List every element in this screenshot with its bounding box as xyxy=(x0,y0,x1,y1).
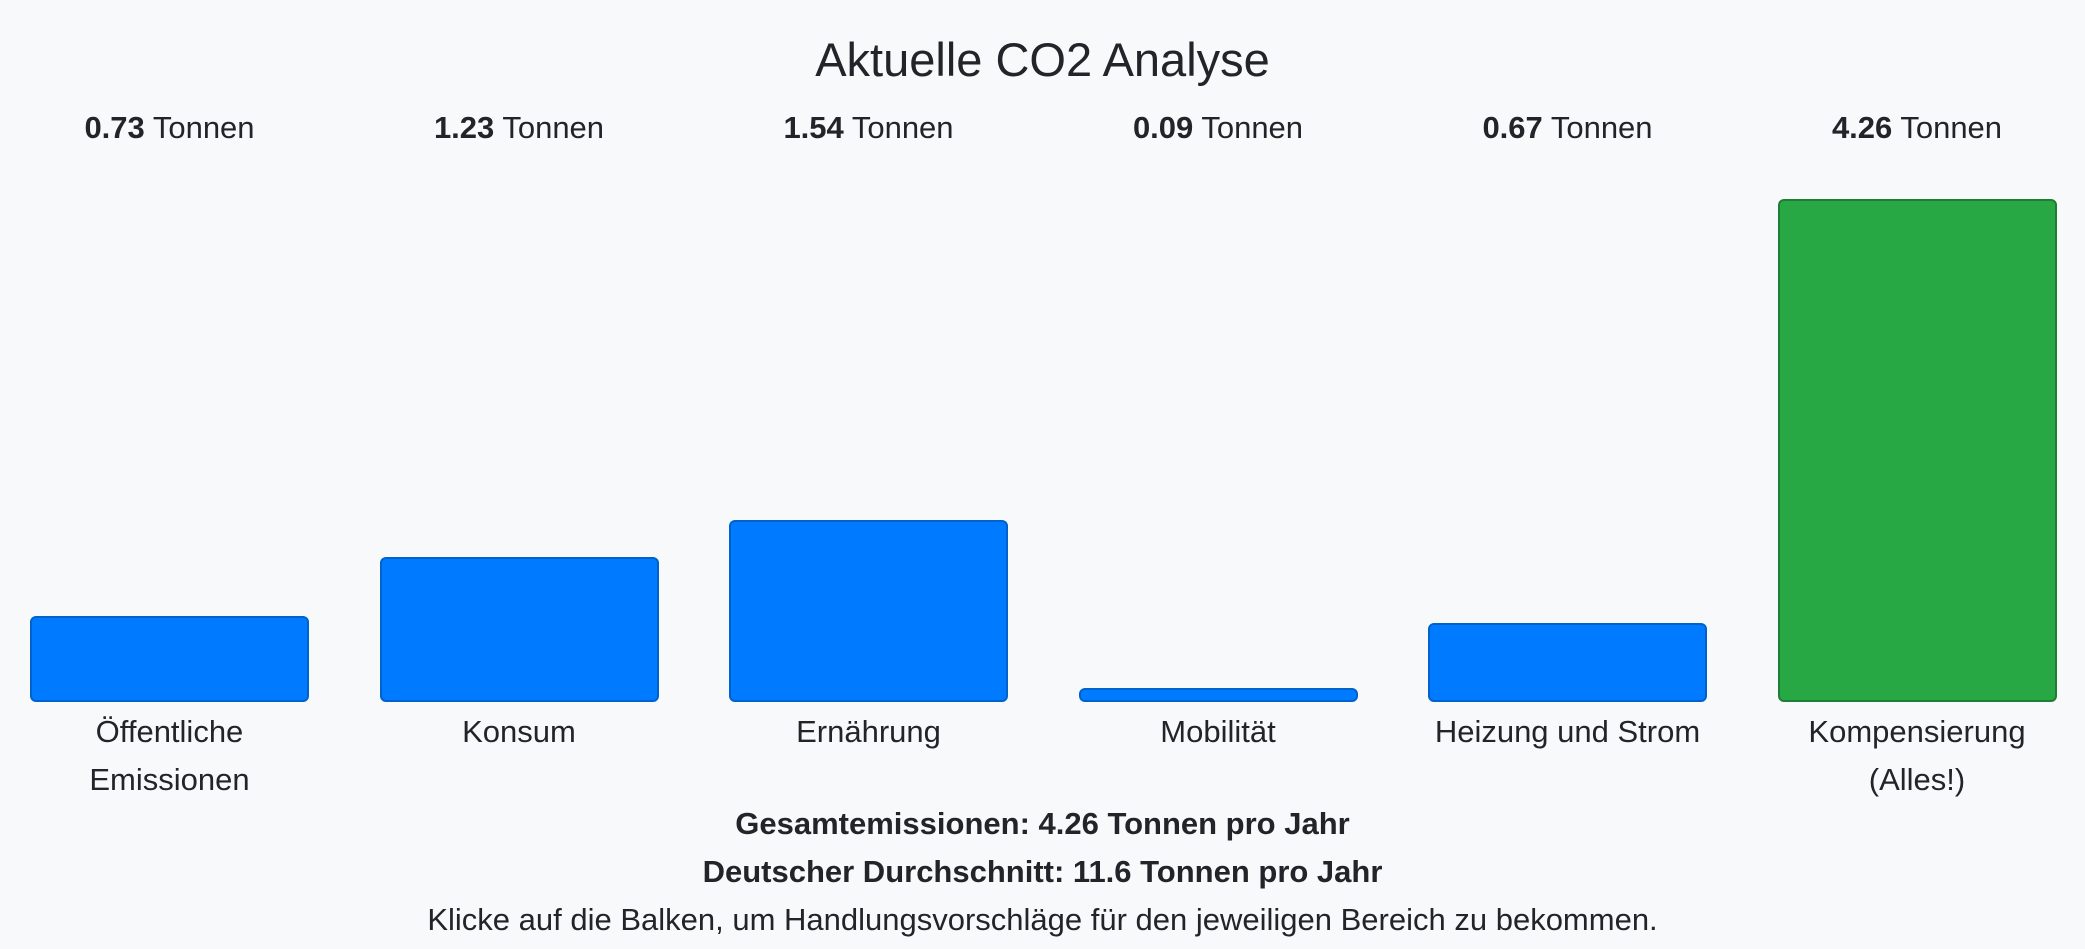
category-label: Öffentliche Emissionen xyxy=(89,714,250,797)
value-number: 4.26 xyxy=(1831,110,1893,145)
bar[interactable] xyxy=(729,520,1008,702)
bar[interactable] xyxy=(1078,688,1358,702)
bar[interactable] xyxy=(30,616,309,702)
category-label: Mobilität xyxy=(1160,714,1276,749)
value-label: 1.54 Tonnen xyxy=(783,110,954,145)
value-label: 1.23 Tonnen xyxy=(433,110,605,145)
value-label: 4.26 Tonnen xyxy=(1831,110,2003,145)
value-number: 0.67 xyxy=(1482,110,1543,145)
value-label: 0.73 Tonnen xyxy=(84,110,255,145)
category-label: Heizung und Strom xyxy=(1434,714,1701,749)
value-number: 0.09 xyxy=(1132,110,1194,145)
german-average: Deutscher Durchschnitt: 11.6 Tonnen pro … xyxy=(702,854,1383,889)
value-number: 0.73 xyxy=(84,110,145,145)
value-number: 1.23 xyxy=(433,110,495,145)
category-label: Konsum xyxy=(462,714,576,749)
value-label: 0.67 Tonnen xyxy=(1482,110,1653,145)
value-label: 0.09 Tonnen xyxy=(1132,110,1304,145)
category-label: Ernährung xyxy=(796,714,941,749)
bar[interactable] xyxy=(1428,623,1707,702)
value-number: 1.54 xyxy=(783,110,844,145)
chart-title: Aktuelle CO2 Analyse xyxy=(815,33,1270,86)
bar[interactable] xyxy=(1777,199,2057,702)
total-emissions: Gesamtemissionen: 4.26 Tonnen pro Jahr xyxy=(735,806,1350,841)
category-label: Kompensierung (Alles!) xyxy=(1808,714,2026,797)
hint-text: Klicke auf die Balken, um Handlungsvorsc… xyxy=(427,902,1658,937)
bar[interactable] xyxy=(379,557,659,702)
